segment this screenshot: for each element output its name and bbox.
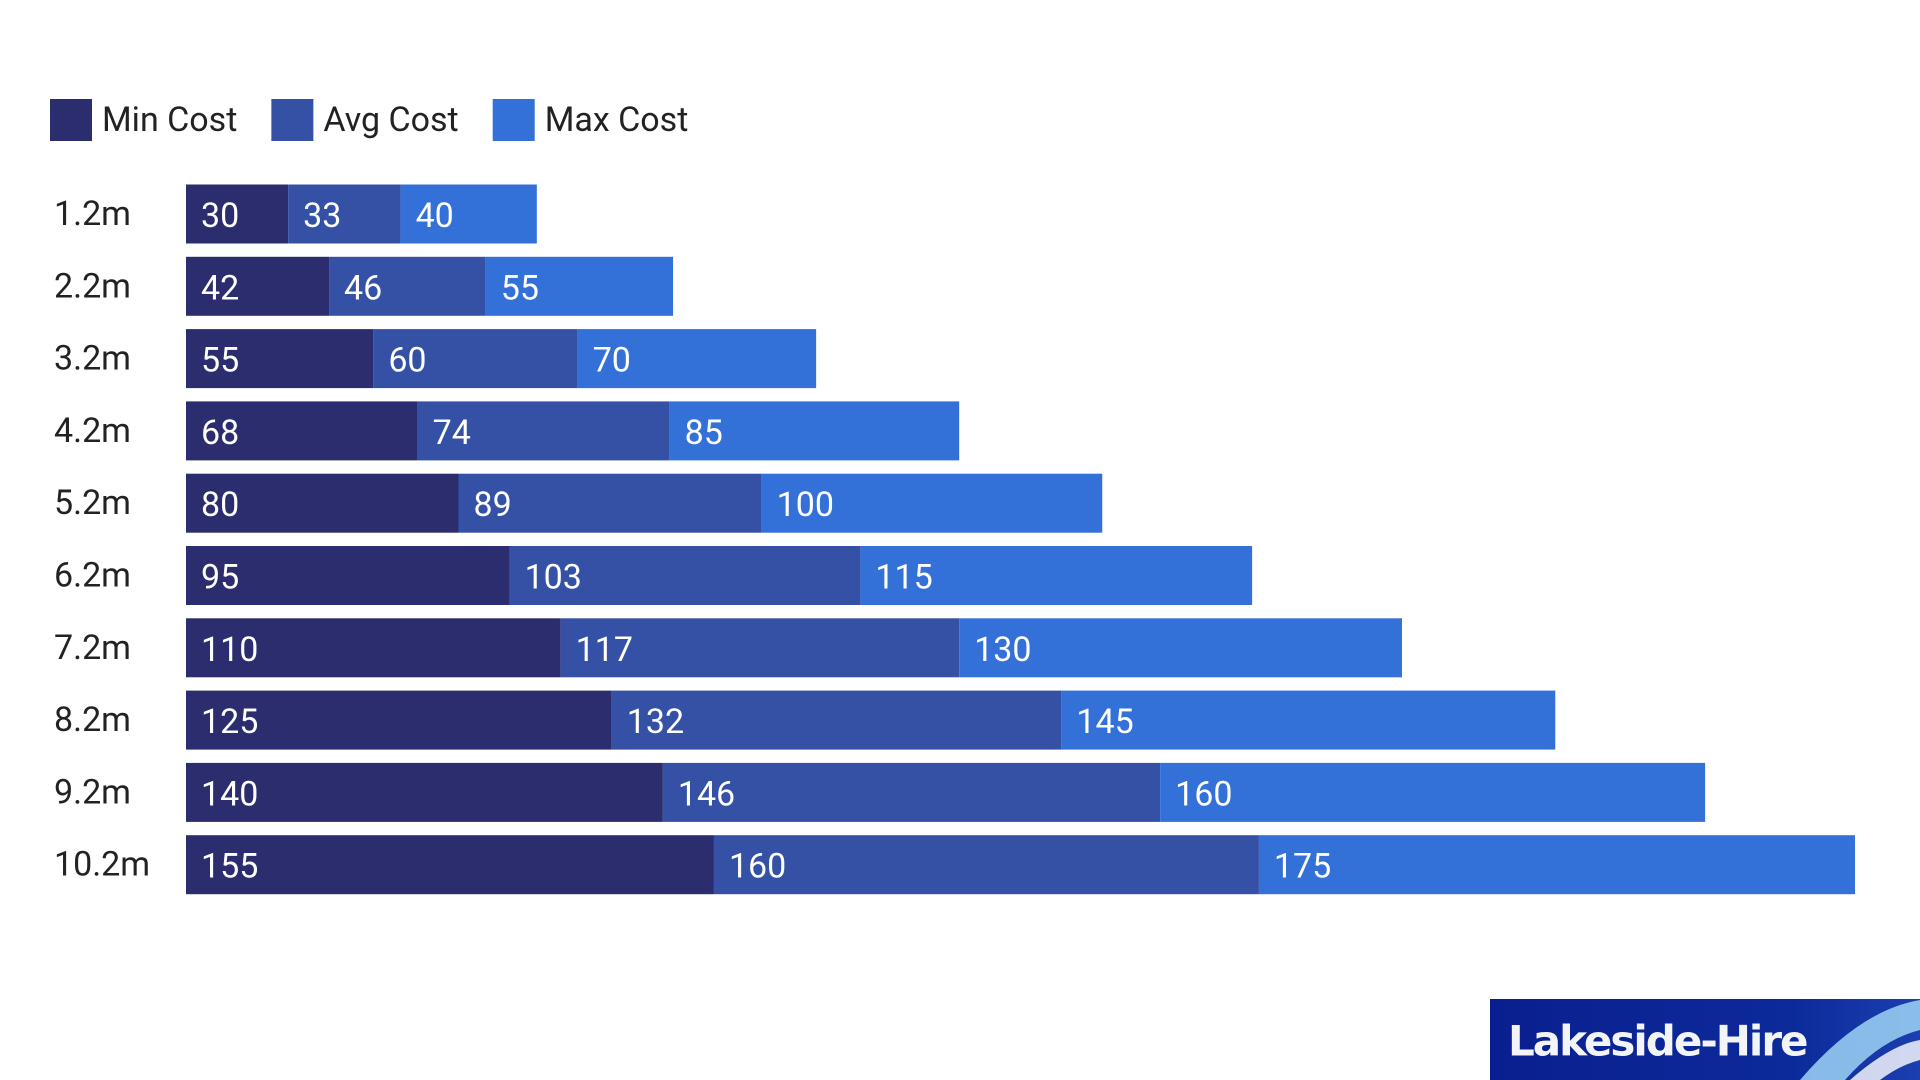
bar-segment bbox=[669, 401, 960, 461]
bar-segment bbox=[662, 762, 1161, 822]
data-label: 160 bbox=[729, 847, 786, 887]
bar-segment bbox=[186, 835, 714, 895]
logo: Lakeside-Hire bbox=[1490, 999, 1920, 1080]
y-tick-label: 5.2m bbox=[54, 483, 131, 523]
legend-label: Avg Cost bbox=[323, 100, 458, 140]
data-label: 140 bbox=[201, 774, 258, 814]
bar-segment bbox=[1258, 835, 1855, 895]
legend-swatch bbox=[492, 99, 535, 141]
data-label: 40 bbox=[416, 196, 454, 236]
data-label: 46 bbox=[344, 268, 382, 308]
logo-text: Lakeside-Hire bbox=[1508, 1017, 1807, 1066]
data-label: 30 bbox=[201, 196, 239, 236]
data-label: 74 bbox=[433, 413, 471, 453]
bar-segment bbox=[417, 401, 670, 461]
bar-segment bbox=[611, 690, 1062, 750]
data-label: 95 bbox=[201, 558, 239, 598]
y-tick-label: 9.2m bbox=[54, 772, 131, 812]
data-label: 42 bbox=[201, 268, 239, 308]
bar-segment bbox=[186, 473, 459, 533]
y-tick-label: 4.2m bbox=[54, 411, 131, 451]
data-label: 146 bbox=[678, 774, 735, 814]
bar-segment bbox=[186, 401, 418, 461]
data-label: 110 bbox=[201, 630, 258, 670]
bar-segment bbox=[1061, 690, 1556, 750]
bar-segment bbox=[288, 184, 401, 244]
bar-segment bbox=[373, 329, 578, 389]
bar-segment bbox=[860, 546, 1253, 605]
bar-segment bbox=[761, 473, 1103, 533]
data-label: 155 bbox=[201, 847, 258, 887]
data-label: 103 bbox=[525, 558, 582, 598]
logo-swoosh bbox=[1850, 1040, 1920, 1080]
data-label: 55 bbox=[201, 341, 239, 381]
data-label: 175 bbox=[1274, 847, 1331, 887]
data-label: 33 bbox=[303, 196, 341, 236]
logo-swoosh bbox=[1800, 1000, 1920, 1080]
data-label: 89 bbox=[473, 485, 511, 525]
bar-segment bbox=[959, 618, 1402, 678]
y-tick-label: 2.2m bbox=[54, 266, 131, 306]
bar-segment bbox=[400, 184, 537, 244]
data-label: 68 bbox=[201, 413, 239, 453]
bar-segment bbox=[577, 329, 817, 389]
data-label: 160 bbox=[1175, 774, 1232, 814]
data-label: 117 bbox=[576, 630, 633, 670]
y-tick-label: 10.2m bbox=[54, 845, 150, 885]
bar-segment bbox=[509, 546, 861, 605]
bar-segment bbox=[186, 184, 289, 244]
y-tick-label: 6.2m bbox=[54, 556, 131, 596]
bar-segment bbox=[458, 473, 762, 533]
bar-segment bbox=[186, 329, 374, 389]
data-label: 132 bbox=[627, 702, 684, 742]
bar-segment bbox=[186, 618, 561, 678]
bar-segment bbox=[485, 256, 674, 316]
bar-segment bbox=[186, 762, 663, 822]
y-tick-label: 7.2m bbox=[54, 628, 131, 668]
legend-label: Max Cost bbox=[545, 100, 689, 140]
bar-segment bbox=[1160, 762, 1706, 822]
data-label: 80 bbox=[201, 485, 239, 525]
data-label: 130 bbox=[974, 630, 1031, 670]
data-label: 145 bbox=[1076, 702, 1133, 742]
data-label: 100 bbox=[777, 485, 834, 525]
bar-segment bbox=[186, 546, 510, 605]
y-tick-label: 1.2m bbox=[54, 194, 131, 234]
data-label: 125 bbox=[201, 702, 258, 742]
data-label: 60 bbox=[388, 341, 426, 381]
bar-segment bbox=[713, 835, 1259, 895]
legend-label: Min Cost bbox=[102, 100, 237, 140]
bar-segment bbox=[560, 618, 960, 678]
bar-segment bbox=[329, 256, 486, 316]
data-label: 85 bbox=[685, 413, 723, 453]
bar-segment bbox=[186, 690, 612, 750]
bar-segment bbox=[186, 256, 330, 316]
legend-swatch bbox=[50, 99, 92, 141]
data-label: 70 bbox=[593, 341, 631, 381]
legend-swatch bbox=[271, 99, 314, 141]
data-label: 115 bbox=[875, 558, 932, 598]
y-tick-label: 3.2m bbox=[54, 339, 131, 379]
data-label: 55 bbox=[501, 268, 539, 308]
y-tick-label: 8.2m bbox=[54, 700, 131, 740]
